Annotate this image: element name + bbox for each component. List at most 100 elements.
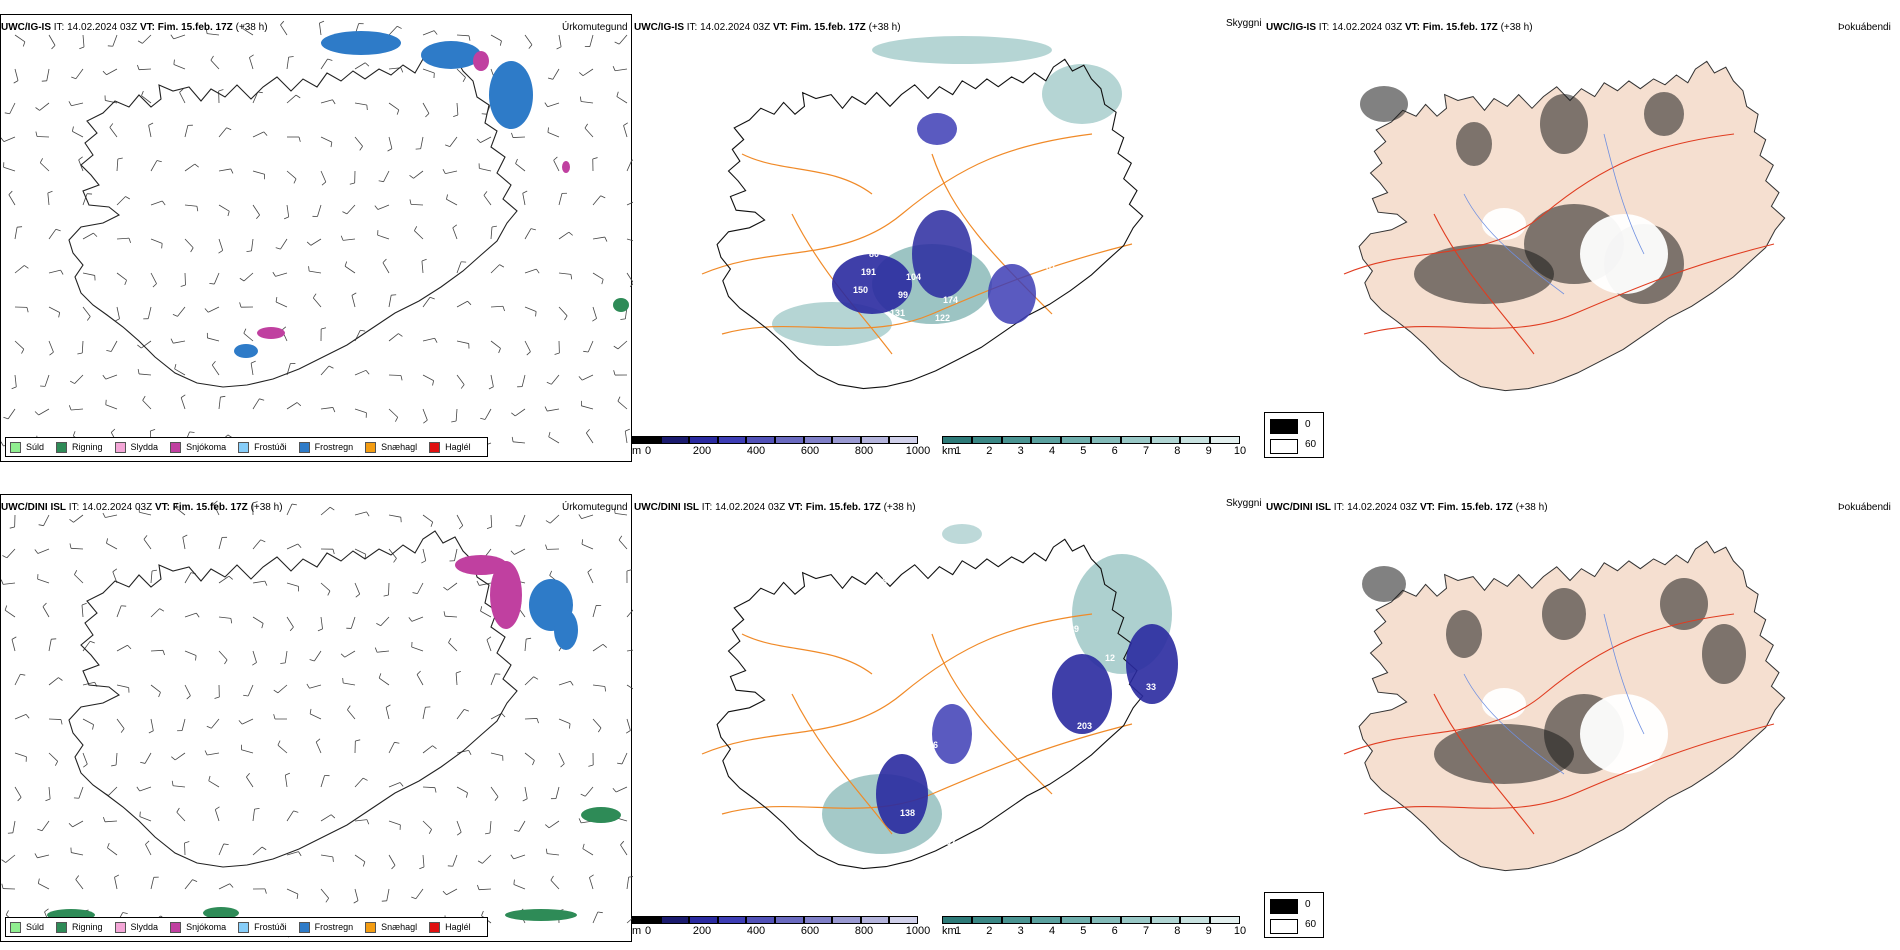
wind-barb-flag <box>11 386 17 390</box>
legend-label: Snæhagl <box>381 442 418 452</box>
wind-barb <box>626 272 633 283</box>
legend-swatch <box>56 921 68 933</box>
legend-item: Frostregn <box>298 921 353 933</box>
wind-barb <box>48 752 58 762</box>
wind-barb-flag <box>308 266 310 272</box>
wind-barb-flag <box>502 306 505 312</box>
wind-barb <box>71 102 84 107</box>
wind-barb-flag <box>174 363 177 370</box>
wind-barb <box>320 136 333 143</box>
wind-barb <box>354 369 367 376</box>
legend-label: Frostregn <box>314 442 354 452</box>
wind-barb-flag <box>77 352 83 355</box>
wind-barb <box>115 752 118 765</box>
wind-barb-flag <box>374 647 378 653</box>
wind-barb <box>71 852 84 856</box>
wind-barb-flag <box>560 763 565 768</box>
wind-barb <box>39 102 50 111</box>
wind-barb <box>218 843 225 856</box>
wind-barb-flag <box>581 539 584 545</box>
wind-barb <box>445 615 458 618</box>
legend-item: Frostúði <box>238 921 287 933</box>
wind-barb-flag <box>468 35 471 41</box>
wind-barb-flag <box>456 831 462 836</box>
wind-barb-flag <box>24 265 29 269</box>
low-ceiling <box>876 754 928 834</box>
wind-barb-flag <box>156 160 162 163</box>
wind-barb <box>48 306 60 313</box>
wind-barb <box>284 650 288 663</box>
colorbar-segment <box>1210 916 1240 924</box>
wind-barb <box>411 616 424 622</box>
visibility-colorbar: km 1 2 3 4 5 6 7 8 9 10 <box>942 916 1262 937</box>
rain-area <box>613 298 629 312</box>
wind-barb-flag <box>484 832 491 835</box>
colorbar-segment <box>942 436 972 444</box>
wind-barb-flag <box>296 402 302 407</box>
wind-barb <box>558 306 568 317</box>
colorbar-tick: 2 <box>986 925 993 937</box>
cloud-base-label: 276 <box>995 663 1010 673</box>
wind-barb <box>490 713 502 720</box>
wind-barb-flag <box>423 419 428 424</box>
wind-barb-flag <box>409 199 412 205</box>
wind-barb-flag <box>34 549 39 554</box>
wind-barb <box>184 204 197 207</box>
legend-swatch <box>10 441 21 453</box>
wind-barb <box>48 228 57 240</box>
wind-barb <box>250 363 254 376</box>
wind-barb-flag <box>617 396 621 402</box>
wind-barb <box>484 408 492 420</box>
wind-barb-flag <box>544 102 548 107</box>
colorbar-unit: m <box>632 445 642 457</box>
wind-barb-flag <box>453 114 459 118</box>
wind-barb-flag <box>11 636 17 640</box>
wind-barb <box>479 167 492 172</box>
wind-barb-flag <box>480 606 483 612</box>
wind-barb <box>116 605 122 618</box>
wind-barb <box>184 572 192 584</box>
road <box>1343 613 1735 755</box>
wind-barb-flag <box>109 123 114 128</box>
colorbar-segment <box>689 916 718 924</box>
wind-barb <box>148 125 152 138</box>
wind-barb <box>72 820 84 828</box>
wind-barb <box>116 718 125 729</box>
wind-barb <box>142 400 152 410</box>
wind-barb <box>553 160 560 172</box>
wind-barb-flag <box>549 570 553 576</box>
wind-barb <box>105 820 118 823</box>
wind-barb-flag <box>283 216 289 220</box>
wind-barb <box>354 548 366 555</box>
wind-barb <box>490 673 496 686</box>
wind-barb-flag <box>535 311 537 317</box>
wind-barb <box>75 879 84 890</box>
colorbar-tick: 0 <box>644 925 652 937</box>
wind-barb-flag <box>477 884 480 890</box>
wind-barb-flag <box>511 436 514 442</box>
wind-barb <box>173 785 186 788</box>
wind-barb-flag <box>432 745 437 749</box>
wind-barb <box>558 34 562 47</box>
wind-barb-flag <box>321 181 327 186</box>
wind-barb <box>514 548 526 555</box>
wind-barb-flag <box>526 351 531 356</box>
wind-barb-flag <box>455 670 461 674</box>
wind-barb <box>37 578 50 584</box>
cloud-base-label: 19 <box>972 336 982 346</box>
colorbar-segment <box>1150 916 1181 924</box>
wind-barb <box>252 650 257 663</box>
colorbar-tick: 8 <box>1174 925 1181 937</box>
wind-barb-flag <box>530 228 536 231</box>
wind-barb <box>422 102 430 114</box>
colorbar-tick: 1000 <box>905 445 931 457</box>
wind-barb-flag <box>106 538 108 544</box>
wind-barb <box>40 162 50 172</box>
wind-barb-flag <box>631 159 633 161</box>
wind-barb <box>116 237 129 240</box>
wind-barb-flag <box>383 594 389 597</box>
wind-barb <box>4 609 16 618</box>
wind-barb <box>618 34 628 45</box>
wind-barb-flag <box>106 349 112 352</box>
wind-barb <box>173 34 186 40</box>
